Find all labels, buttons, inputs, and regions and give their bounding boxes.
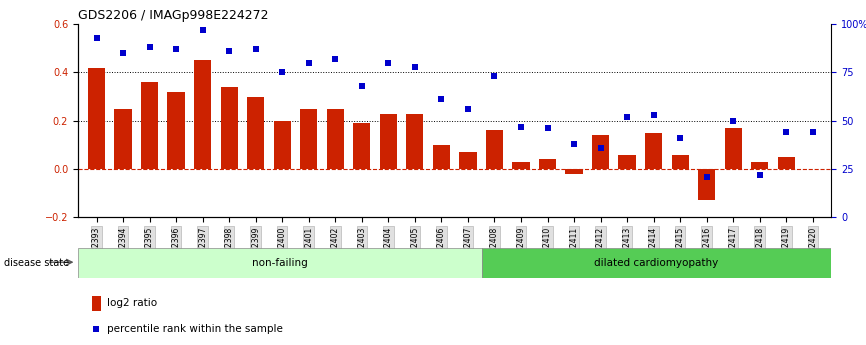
Bar xyxy=(751,162,768,169)
Text: log2 ratio: log2 ratio xyxy=(107,298,157,308)
Bar xyxy=(92,296,101,311)
Point xyxy=(196,27,210,33)
Point xyxy=(540,126,554,131)
Point xyxy=(143,45,157,50)
FancyBboxPatch shape xyxy=(78,248,481,278)
Point xyxy=(806,130,820,135)
Bar xyxy=(406,114,423,169)
Bar xyxy=(592,135,609,169)
Bar xyxy=(114,109,132,169)
Bar xyxy=(301,109,317,169)
Text: disease state: disease state xyxy=(4,258,69,268)
Point xyxy=(275,70,289,75)
Bar xyxy=(87,68,105,169)
Point xyxy=(514,124,528,129)
Point xyxy=(89,327,103,332)
Point xyxy=(302,60,316,66)
Bar xyxy=(194,60,211,169)
Point xyxy=(435,97,449,102)
Point xyxy=(249,47,262,52)
Point xyxy=(488,73,501,79)
Point xyxy=(223,48,236,54)
Point xyxy=(169,47,183,52)
Text: dilated cardiomyopathy: dilated cardiomyopathy xyxy=(594,258,719,268)
Bar xyxy=(539,159,556,169)
Point xyxy=(727,118,740,124)
Point xyxy=(620,114,634,120)
Bar xyxy=(486,130,503,169)
Bar xyxy=(326,109,344,169)
Bar xyxy=(433,145,450,169)
Bar xyxy=(565,169,583,174)
Point xyxy=(328,56,342,62)
Bar xyxy=(221,87,238,169)
Bar xyxy=(274,121,291,169)
Text: non-failing: non-failing xyxy=(252,258,307,268)
Bar xyxy=(167,92,184,169)
Point xyxy=(700,174,714,179)
Bar xyxy=(141,82,158,169)
Bar xyxy=(618,155,636,169)
Point xyxy=(779,130,793,135)
Point xyxy=(673,135,687,141)
Bar xyxy=(671,155,688,169)
Point xyxy=(381,60,395,66)
Bar xyxy=(247,97,264,169)
Bar xyxy=(513,162,530,169)
FancyBboxPatch shape xyxy=(481,248,831,278)
Bar xyxy=(353,123,371,169)
Point xyxy=(89,35,103,40)
Bar xyxy=(459,152,476,169)
Bar xyxy=(379,114,397,169)
Point xyxy=(461,106,475,112)
Point xyxy=(647,112,661,118)
Point xyxy=(593,145,607,150)
Text: percentile rank within the sample: percentile rank within the sample xyxy=(107,324,282,334)
Point xyxy=(567,141,581,147)
Bar xyxy=(725,128,742,169)
Point xyxy=(116,50,130,56)
Bar xyxy=(698,169,715,200)
Point xyxy=(753,172,766,178)
Point xyxy=(355,83,369,89)
Bar xyxy=(778,157,795,169)
Point xyxy=(408,64,422,69)
Text: GDS2206 / IMAGp998E224272: GDS2206 / IMAGp998E224272 xyxy=(78,9,268,22)
Bar xyxy=(645,133,662,169)
